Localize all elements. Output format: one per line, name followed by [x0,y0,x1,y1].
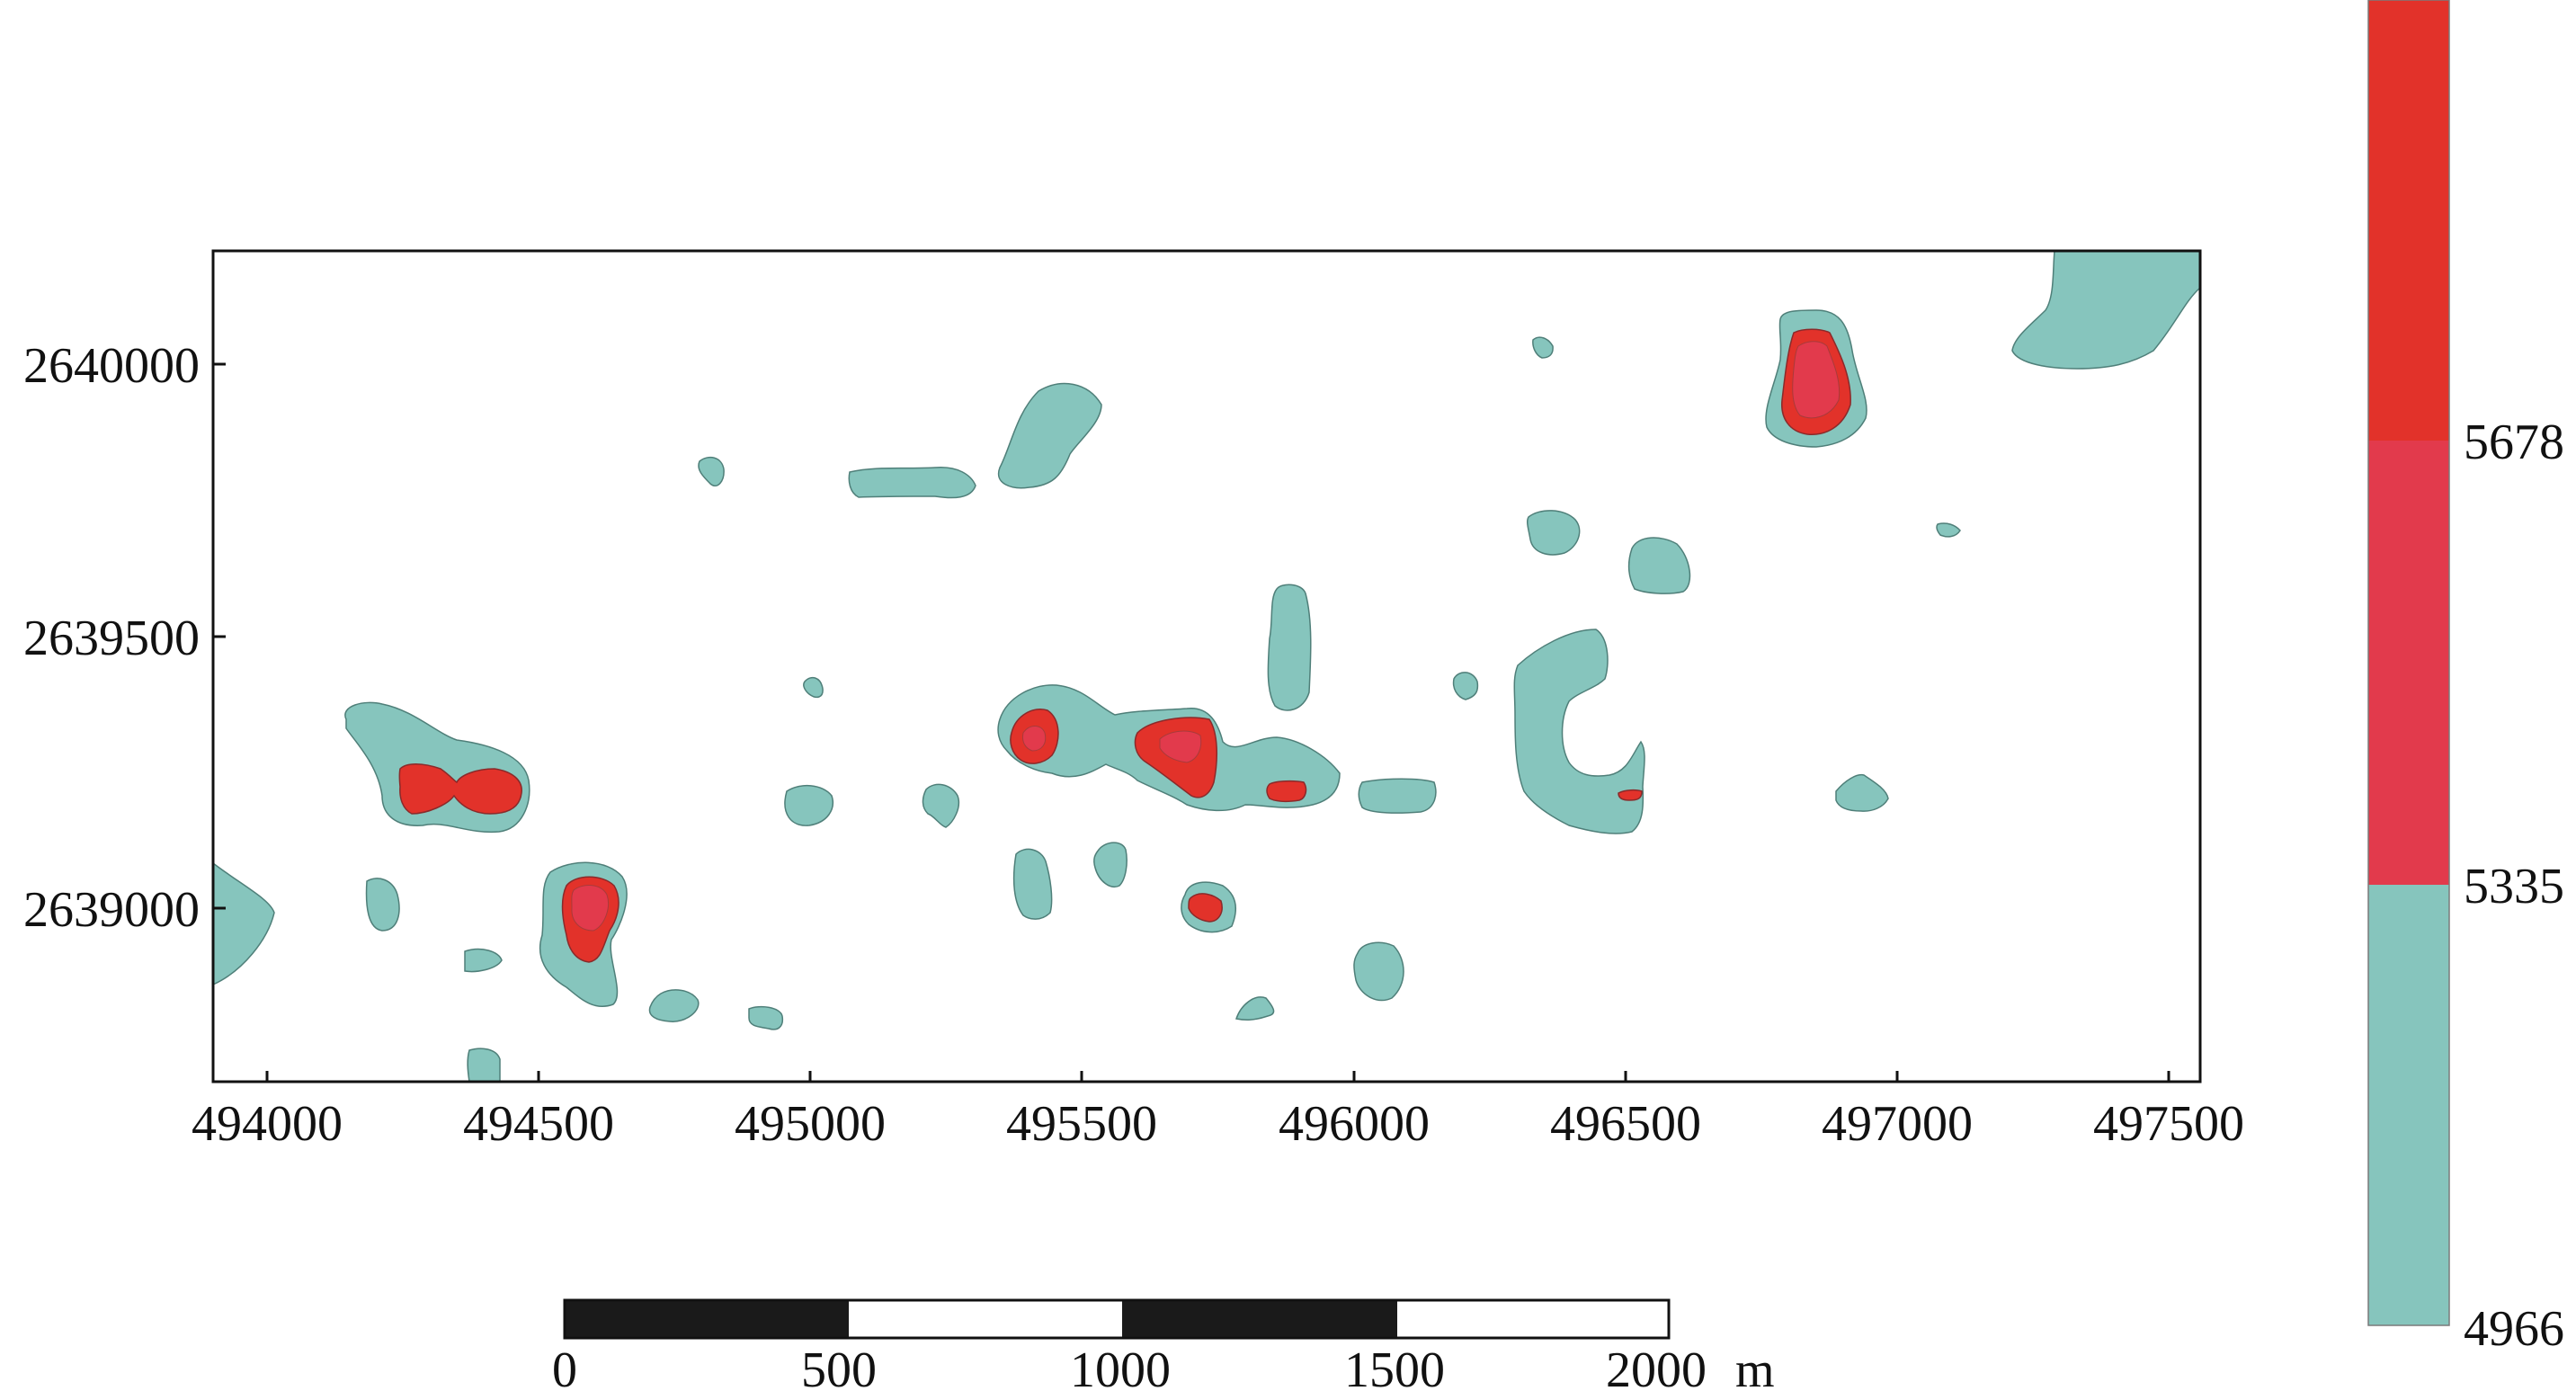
x-tick-label: 497000 [1822,1096,1973,1152]
core-495420 [1022,726,1047,752]
scale-label: 500 [801,1342,877,1391]
legend-swatch-4966 [2368,885,2449,1325]
x-tick-label: 495500 [1006,1096,1157,1152]
x-tick-label: 494500 [463,1096,614,1152]
scale-label: 2000 [1606,1342,1707,1391]
anomaly-496380-2639680 [1527,510,1581,556]
legend-outline [2367,0,2450,1326]
core-495700 [1159,730,1202,763]
x-axis-labels: 494000 494500 495000 495500 496000 49650… [192,1096,2244,1152]
anomaly-494400-2638720 [467,1048,501,1083]
y-axis-ticks [213,362,226,910]
anomaly-495880-2639460 [1267,584,1312,711]
anomaly-495820-2638810 [1235,996,1275,1021]
anomaly-496940-2639210 [1835,773,1889,812]
map-panel: 494000 494500 495000 495500 496000 49650… [23,249,2244,1152]
anomaly-494930-2638800 [748,1005,784,1030]
peak-495730-2638990 [1188,893,1223,923]
scale-segment-black [565,1300,849,1338]
anomaly-495560-2639080 [1093,842,1128,887]
anomaly-495120-2639780 [848,467,976,499]
contour-fills [212,250,2201,1083]
legend-label: 5678 [2464,415,2564,470]
legend-label: 5335 [2464,859,2564,914]
scale-bar-outline [563,1298,1671,1340]
x-tick-label: 495000 [735,1096,886,1152]
peak-cores [571,341,1841,932]
anomaly-496450-2639350 [1513,629,1645,834]
anomaly-494750-2638810 [648,989,700,1022]
x-tick-label: 494000 [192,1096,343,1152]
anomaly-495010-2639190 [784,785,833,826]
scale-bar: 0 500 1000 1500 2000 m [552,1298,1775,1391]
y-tick-label: 2639000 [23,882,200,938]
anomaly-496550-2639620 [1627,537,1691,594]
anomaly-494220-2639010 [365,878,400,932]
anomaly-496200-2639410 [1452,672,1479,700]
scale-label: 1500 [1344,1342,1445,1391]
scale-segment-white [1397,1300,1669,1338]
scale-label: 1000 [1070,1342,1171,1391]
core-494600 [571,885,609,932]
scale-label: 0 [552,1342,577,1391]
scale-unit: m [1735,1342,1775,1391]
legend-swatch-5335 [2368,441,2449,885]
peak-495870-2639220 [1266,780,1307,803]
map-frame [211,249,2202,1083]
anomaly-495450-2639870 [997,382,1102,489]
anomaly-497350-2640100 [2011,250,2201,370]
anomaly-494820-2639790 [698,456,725,487]
legend-swatch-5678 [2368,0,2449,441]
anomaly-497090-2639680 [1936,522,1961,538]
anomaly-left-edge [212,861,275,986]
peak-494280-2639210 [398,763,522,815]
x-tick-label: 497500 [2093,1096,2244,1152]
legend-label: 4966 [2464,1301,2564,1357]
scale-segment-white [849,1300,1122,1338]
x-axis-ticks [265,1071,2170,1082]
core-496840 [1792,341,1841,419]
y-tick-label: 2640000 [23,338,200,394]
anomaly-494400-2638910 [464,948,503,973]
anomaly-495010-2639410 [803,676,824,699]
y-axis-labels: 2640000 2639500 2639000 [23,338,200,938]
map-background [213,251,2200,1082]
anomaly-495420-2639040 [1012,848,1053,920]
y-tick-label: 2639500 [23,611,200,666]
anomaly-496040-2638880 [1353,941,1404,1002]
x-tick-label: 496500 [1550,1096,1701,1152]
anomaly-496350-2640030 [1532,336,1554,359]
color-legend: 5678 5335 4966 [2367,0,2564,1357]
scale-segment-black [1122,1300,1397,1338]
anomaly-496080-2639200 [1358,778,1437,814]
peak-496510-2639210 [1618,789,1643,801]
anomaly-495250-2639190 [922,783,959,828]
x-tick-label: 496000 [1279,1096,1430,1152]
